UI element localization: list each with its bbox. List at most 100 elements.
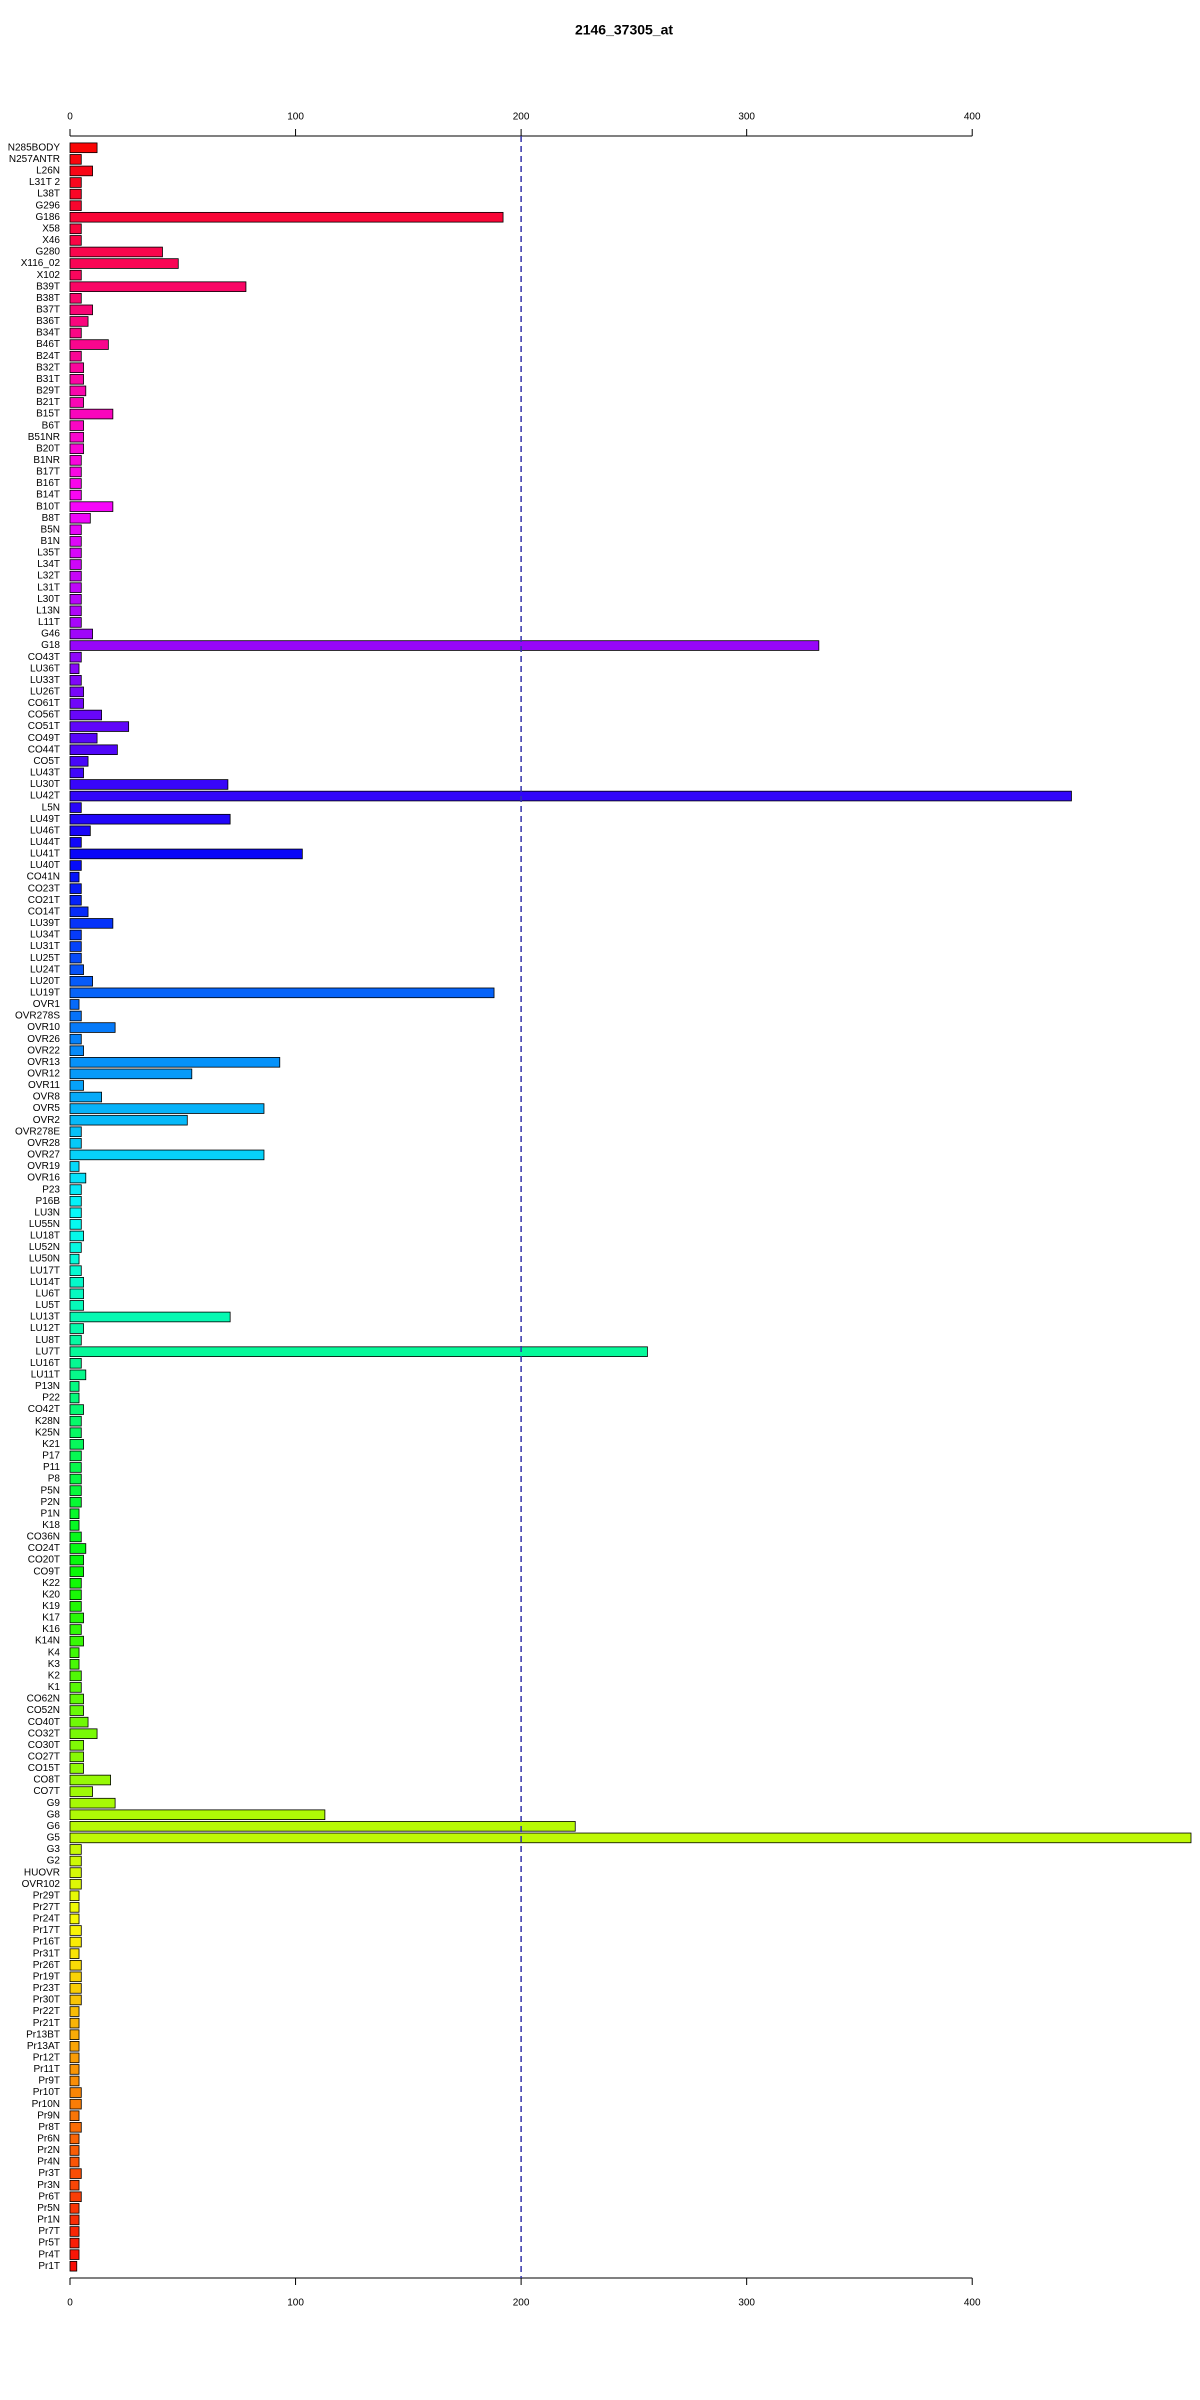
y-tick-label: LU3N: [34, 1207, 60, 1218]
y-tick-label: LU24T: [30, 964, 60, 975]
bar: [69, 1184, 82, 1195]
bar: [69, 1913, 80, 1925]
bar: [69, 466, 82, 478]
y-tick-label: Pr1T: [38, 2261, 60, 2272]
y-tick-label: K14N: [35, 1636, 60, 1647]
y-tick-label: Pr6N: [37, 2134, 60, 2145]
y-tick-label: L13N: [36, 605, 60, 616]
bar: [69, 837, 82, 848]
y-tick-label: CO51T: [28, 721, 60, 732]
bar: [69, 1902, 80, 1913]
bar: [69, 2052, 80, 2064]
y-tick-label: CO52N: [27, 1705, 60, 1716]
y-tick-label: B51NR: [28, 432, 60, 443]
bar: [69, 767, 84, 779]
y-tick-label: B10T: [36, 501, 60, 512]
bar: [69, 1786, 93, 1797]
y-tick-label: OVR278S: [15, 1011, 60, 1022]
bar: [69, 2145, 80, 2156]
y-tick-label: OVR102: [22, 1879, 61, 1890]
y-tick-label: G5: [47, 1833, 61, 1844]
y-tick-label: OVR2: [33, 1115, 61, 1126]
bar: [69, 987, 495, 999]
bar: [69, 1033, 82, 1045]
bar: [69, 1809, 326, 1821]
y-tick-label: LU18T: [30, 1231, 60, 1242]
bar: [69, 512, 91, 524]
x-tick-label: 0: [67, 112, 73, 123]
bar: [69, 1080, 84, 1091]
y-tick-label: Pr31T: [33, 1948, 60, 1959]
bar: [69, 1670, 82, 1682]
y-tick-label: P13N: [35, 1381, 60, 1392]
bar: [69, 327, 82, 339]
y-tick-label: LU20T: [30, 976, 60, 987]
bar: [69, 2191, 82, 2203]
bar: [69, 1462, 82, 1473]
bar: [69, 1195, 82, 1207]
y-tick-label: K17: [42, 1613, 60, 1624]
y-tick-label: OVR8: [33, 1092, 61, 1103]
bar: [69, 2006, 80, 2017]
y-tick-label: LU52N: [29, 1242, 60, 1253]
y-tick-label: OVR12: [27, 1069, 60, 1080]
y-tick-label: X46: [42, 235, 60, 246]
y-tick-label: Pr5T: [38, 2238, 60, 2249]
bar: [69, 825, 91, 837]
bar: [69, 1138, 82, 1149]
y-tick-label: CO14T: [28, 906, 60, 917]
bar: [69, 235, 82, 246]
bar: [69, 651, 82, 663]
y-tick-label: LU16T: [30, 1358, 60, 1369]
y-tick-label: B36T: [36, 316, 60, 327]
bar: [69, 1855, 82, 1867]
bar: [69, 1508, 80, 1520]
bar: [69, 1485, 82, 1496]
y-tick-label: Pr5N: [37, 2203, 60, 2214]
y-tick-label: P22: [42, 1393, 60, 1404]
y-tick-label: CO43T: [28, 652, 60, 663]
y-tick-label: G3: [47, 1844, 61, 1855]
bar: [69, 1554, 84, 1566]
y-tick-label: L11T: [38, 617, 60, 628]
y-tick-label: B32T: [36, 362, 60, 373]
bar: [69, 1751, 84, 1763]
y-tick-label: CO42T: [28, 1404, 60, 1415]
bar: [69, 547, 82, 559]
y-tick-label: Pr22T: [33, 2006, 60, 2017]
bar: [69, 848, 303, 860]
y-tick-label: B17T: [36, 467, 60, 478]
bar: [69, 1589, 82, 1601]
bar: [69, 929, 82, 941]
bar: [69, 779, 229, 790]
bar: [69, 524, 82, 536]
bar: [69, 385, 87, 397]
y-tick-label: LU50N: [29, 1254, 60, 1265]
y-tick-label: Pr3N: [37, 2180, 60, 2191]
bar: [69, 408, 114, 420]
y-tick-label: P1N: [41, 1508, 60, 1519]
bar: [69, 2226, 80, 2237]
y-tick-label: LU13T: [30, 1312, 60, 1323]
bar: [69, 211, 504, 223]
y-tick-label: B24T: [36, 351, 60, 362]
y-tick-label: B46T: [36, 339, 60, 350]
bar: [69, 536, 82, 547]
y-tick-label: LU34T: [30, 930, 60, 941]
bar: [69, 790, 1072, 802]
bar: [69, 269, 82, 281]
y-tick-label: OVR22: [27, 1045, 60, 1056]
bar: [69, 964, 84, 975]
bar: [69, 1242, 82, 1253]
bar: [69, 443, 84, 455]
bar: [69, 894, 82, 906]
bar: [69, 1404, 84, 1415]
y-tick-label: Pr13AT: [27, 2041, 60, 2052]
bar: [69, 293, 82, 304]
y-tick-label: OVR1: [33, 999, 61, 1010]
bar: [69, 2133, 80, 2145]
bar: [69, 2087, 82, 2098]
y-tick-label: B39T: [36, 281, 60, 292]
y-tick-label: P8: [48, 1474, 61, 1485]
